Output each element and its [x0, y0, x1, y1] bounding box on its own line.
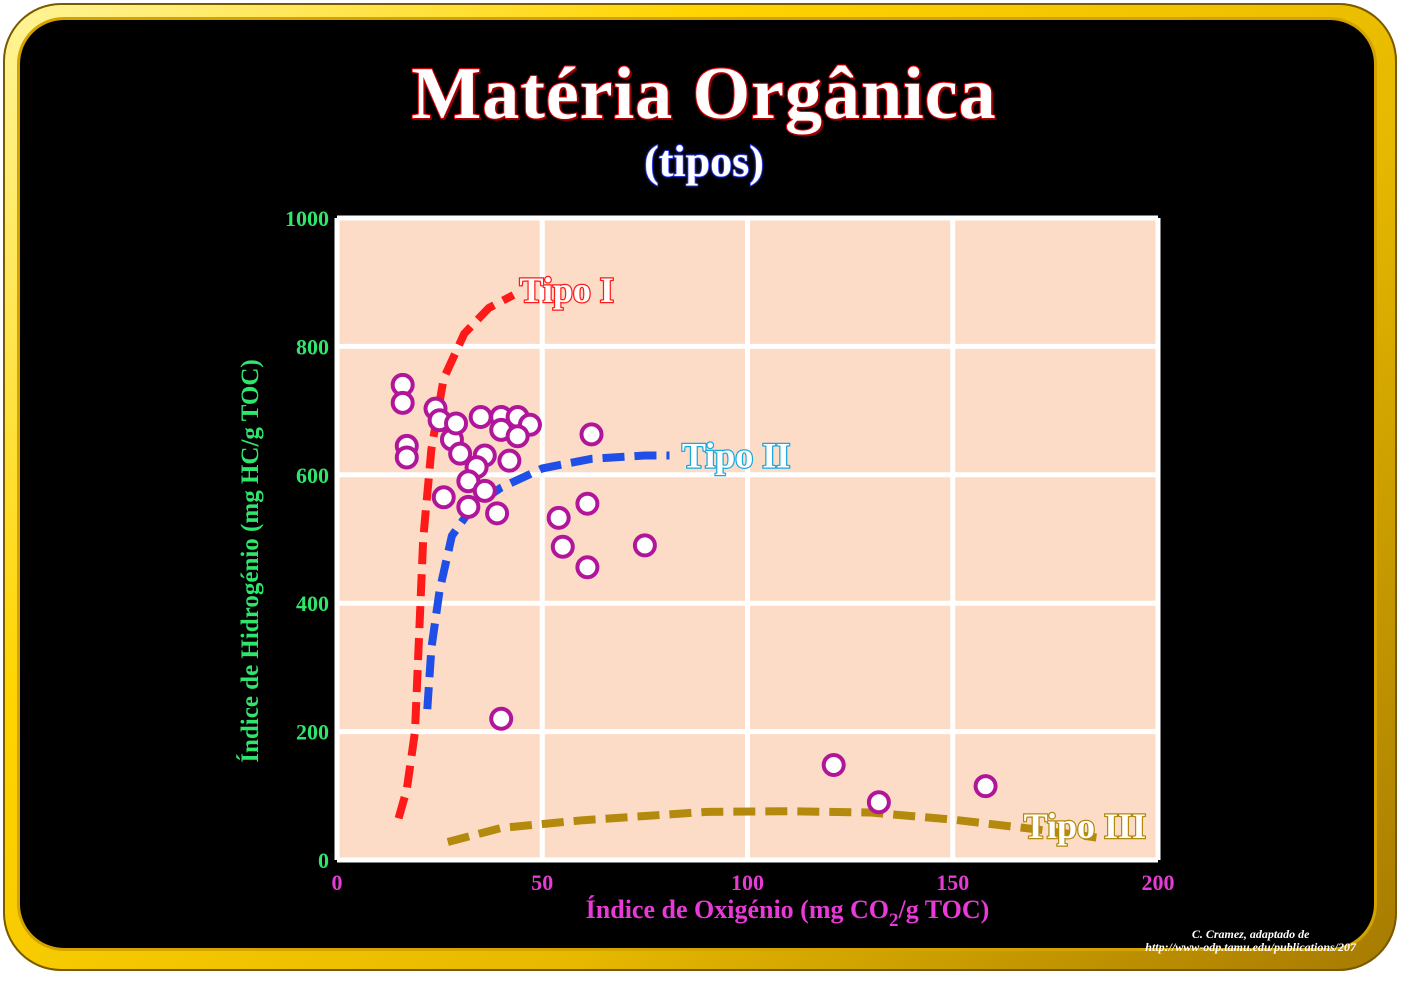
y-tick-label: 0 [318, 848, 329, 873]
data-point [550, 534, 575, 559]
data-point [821, 752, 846, 777]
data-point [431, 485, 456, 510]
x-tick-labels: 0 50 100 150 200 [332, 870, 1175, 895]
tipo-3-label: Tipo III [1024, 806, 1146, 846]
data-point [579, 422, 604, 447]
data-point [575, 555, 600, 580]
data-point [497, 448, 522, 473]
data-point [485, 501, 510, 526]
series-labels: Tipo I Tipo II Tipo III [518, 269, 1147, 848]
tipo-1-label: Tipo I [520, 270, 614, 310]
page-subtitle: (tipos) [643, 136, 764, 187]
data-point [472, 478, 497, 503]
data-point [575, 491, 600, 516]
data-point [394, 445, 419, 470]
data-point [505, 424, 530, 449]
y-axis-label: Índice de Hidrogénio (mg HC/g TOC) [236, 359, 264, 763]
credit-note: C. Cramez, adaptado de http://www-odp.ta… [1145, 928, 1356, 954]
x-axis-label-subscript: 2 [889, 910, 899, 931]
data-point [866, 790, 891, 815]
tipo-1-curve [394, 291, 516, 820]
credit-line-2: http://www-odp.tamu.edu/publications/207 [1145, 940, 1356, 954]
x-axis-label: Índice de Oxigénio (mg CO2/g TOC) [586, 895, 990, 931]
tipo-2-label: Tipo II [682, 436, 790, 476]
data-point [489, 706, 514, 731]
y-tick-label: 600 [296, 463, 329, 488]
credit-line-1: C. Cramez, adaptado de [1191, 927, 1310, 941]
data-point [390, 390, 415, 415]
data-point [632, 533, 657, 558]
y-tick-labels: 0 200 400 600 800 1000 [285, 206, 329, 873]
data-point [468, 405, 493, 430]
data-point [973, 774, 998, 799]
y-tick-label: 800 [296, 334, 329, 359]
data-points [390, 372, 998, 815]
x-tick-label: 100 [731, 870, 764, 895]
x-tick-label: 200 [1142, 870, 1175, 895]
data-point [546, 505, 571, 530]
x-tick-label: 0 [332, 870, 343, 895]
x-axis-label-part2: /g TOC) [898, 895, 990, 924]
tipo-3-curve [446, 807, 1097, 846]
y-tick-label: 1000 [285, 206, 329, 231]
x-tick-label: 50 [531, 870, 553, 895]
x-axis-label-part1: Índice de Oxigénio (mg CO [586, 895, 889, 924]
page-title: Matéria Orgânica [410, 52, 997, 136]
y-tick-label: 400 [296, 591, 329, 616]
data-point [448, 441, 473, 466]
x-tick-label: 150 [936, 870, 969, 895]
data-point [456, 494, 481, 519]
y-tick-label: 200 [296, 720, 329, 745]
data-point [444, 411, 469, 436]
